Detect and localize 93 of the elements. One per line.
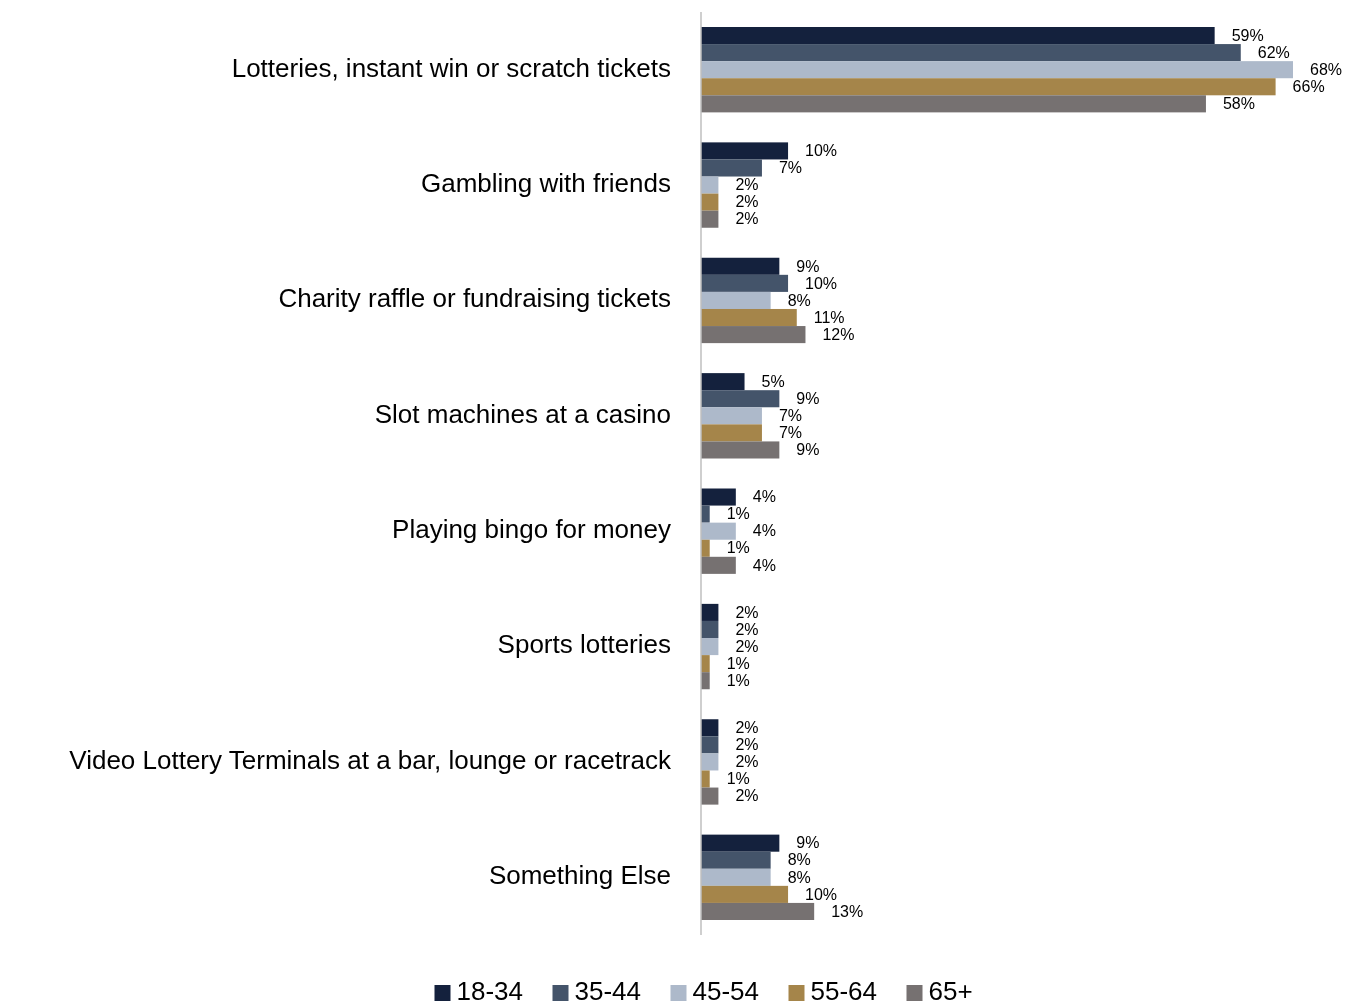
data-label: 1% bbox=[726, 770, 750, 788]
bar bbox=[701, 753, 719, 771]
data-label: 2% bbox=[735, 210, 759, 228]
y-tick-label: Something Else bbox=[488, 860, 671, 891]
bar bbox=[701, 902, 815, 920]
data-label: 1% bbox=[726, 671, 750, 689]
bar bbox=[701, 539, 710, 557]
bar bbox=[701, 390, 780, 408]
data-label: 4% bbox=[752, 522, 776, 540]
bar bbox=[701, 61, 1293, 79]
data-label: 66% bbox=[1292, 77, 1325, 95]
bar bbox=[701, 672, 710, 690]
data-label: 2% bbox=[735, 603, 759, 621]
bar bbox=[701, 834, 780, 852]
bar bbox=[701, 655, 710, 673]
y-tick-label: Lotteries, instant win or scratch tickets bbox=[231, 52, 671, 83]
data-label: 2% bbox=[735, 753, 759, 771]
legend-label: 18-34 bbox=[456, 975, 523, 1006]
data-label: 11% bbox=[813, 308, 845, 326]
data-label: 4% bbox=[752, 556, 776, 574]
bar bbox=[701, 142, 789, 160]
bar bbox=[701, 78, 1276, 96]
bar bbox=[701, 851, 771, 869]
data-label: 2% bbox=[735, 787, 759, 805]
legend-label: 65+ bbox=[928, 975, 973, 1006]
data-label: 9% bbox=[796, 834, 820, 852]
bar bbox=[701, 603, 719, 621]
legend-label: 45-54 bbox=[692, 975, 759, 1006]
data-label: 4% bbox=[752, 488, 776, 506]
bar bbox=[701, 193, 719, 211]
data-label: 12% bbox=[822, 325, 855, 343]
data-label: 1% bbox=[726, 654, 750, 672]
bar bbox=[701, 95, 1206, 113]
bar bbox=[701, 441, 780, 459]
data-label: 9% bbox=[796, 441, 820, 459]
data-label: 8% bbox=[787, 851, 811, 869]
data-label: 9% bbox=[796, 257, 820, 275]
bar bbox=[701, 326, 806, 344]
bar bbox=[701, 424, 762, 442]
bar bbox=[701, 620, 719, 639]
bar bbox=[701, 159, 762, 177]
data-label: 2% bbox=[735, 736, 759, 754]
bar bbox=[701, 770, 710, 788]
y-tick-label: Playing bingo for money bbox=[392, 514, 671, 545]
y-tick-label: Slot machines at a casino bbox=[374, 398, 671, 429]
data-label: 59% bbox=[1231, 26, 1264, 44]
data-label: 5% bbox=[761, 372, 785, 390]
data-label: 62% bbox=[1257, 43, 1290, 61]
bar bbox=[701, 505, 710, 523]
legend-label: 55-64 bbox=[810, 975, 877, 1006]
data-label: 1% bbox=[726, 539, 750, 557]
data-label: 68% bbox=[1310, 60, 1343, 78]
bar bbox=[701, 638, 719, 656]
bar bbox=[701, 787, 719, 805]
y-tick-label: Gambling with friends bbox=[421, 167, 671, 198]
bar bbox=[701, 210, 719, 228]
bar bbox=[701, 257, 780, 275]
data-label: 8% bbox=[787, 868, 811, 886]
data-label: 7% bbox=[778, 407, 803, 425]
data-label: 7% bbox=[778, 159, 803, 177]
data-label: 2% bbox=[735, 193, 759, 211]
bar bbox=[701, 488, 736, 506]
bar bbox=[701, 44, 1241, 62]
data-label: 2% bbox=[735, 176, 759, 194]
data-label: 2% bbox=[735, 620, 759, 638]
bar bbox=[701, 373, 745, 391]
legend-label: 35-44 bbox=[574, 975, 641, 1006]
data-label: 58% bbox=[1222, 95, 1255, 113]
bar bbox=[701, 719, 719, 737]
bar bbox=[701, 27, 1215, 45]
y-tick-label: Charity raffle or fundraising tickets bbox=[278, 283, 671, 314]
data-label: 7% bbox=[778, 424, 803, 442]
bar bbox=[701, 868, 771, 886]
bar bbox=[701, 885, 789, 903]
data-label: 9% bbox=[796, 389, 820, 407]
bar bbox=[701, 407, 762, 425]
bar bbox=[701, 176, 719, 194]
data-label: 13% bbox=[831, 902, 864, 920]
data-label: 2% bbox=[735, 719, 759, 737]
bar bbox=[701, 274, 789, 292]
bar bbox=[701, 522, 736, 540]
y-tick-label: Video Lottery Terminals at a bar, lounge or racetrack bbox=[69, 744, 672, 775]
data-label: 1% bbox=[726, 505, 750, 523]
bar bbox=[701, 556, 736, 574]
bar bbox=[701, 308, 797, 327]
y-tick-label: Sports lotteries bbox=[497, 629, 671, 660]
data-label: 10% bbox=[805, 142, 838, 160]
data-label: 10% bbox=[805, 274, 838, 292]
data-label: 8% bbox=[787, 291, 811, 309]
data-label: 2% bbox=[735, 637, 759, 655]
bar bbox=[701, 291, 771, 309]
bar bbox=[701, 736, 719, 754]
data-label: 10% bbox=[805, 885, 838, 903]
